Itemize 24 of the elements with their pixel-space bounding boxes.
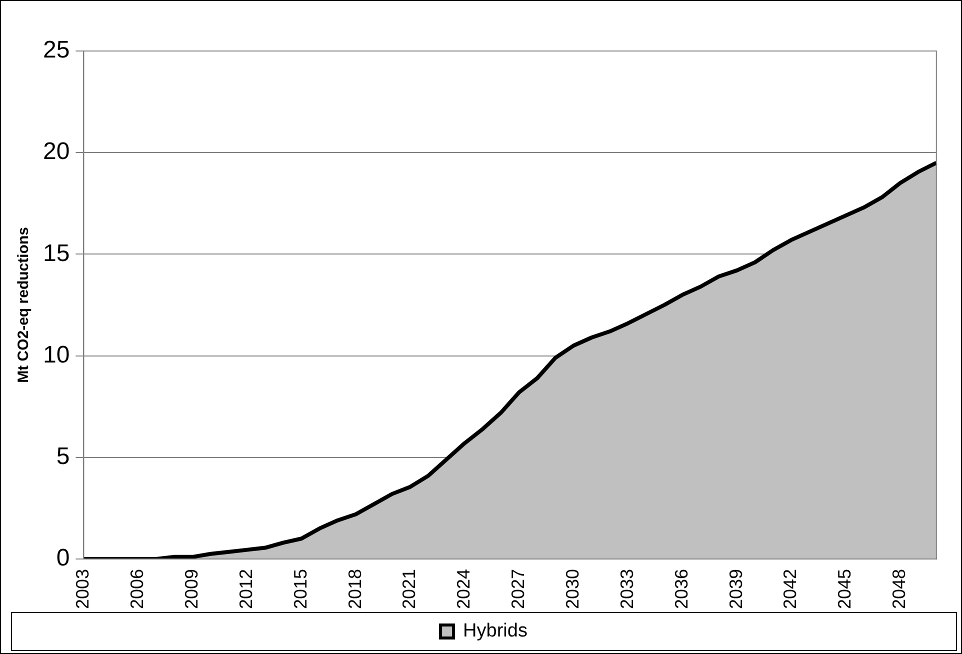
legend-label: Hybrids [463,620,528,642]
x-tick-label: 2018 [344,568,365,610]
y-tick-label: 10 [42,341,70,368]
x-tick-label: 2009 [182,568,202,610]
x-tick-label: 2033 [616,568,637,610]
x-tick-label: 2021 [399,568,420,610]
x-tick-label: 2012 [236,568,256,610]
y-tick-label: 15 [42,240,70,267]
x-tick-label: 2003 [72,568,93,610]
x-tick-label: 2042 [780,568,800,610]
x-tick-label: 2036 [671,568,692,610]
y-axis-title: Mt CO2-eq reductions [15,227,32,383]
y-tick-label: 20 [42,138,70,166]
x-tick-label: 2006 [127,568,148,610]
x-tick-label: 2027 [508,568,528,610]
x-tick-label: 2015 [290,568,310,610]
x-tick-label: 2024 [454,568,474,610]
x-tick-label: 2045 [834,568,855,610]
x-tick-label: 2030 [562,568,583,610]
y-tick-label: 25 [42,36,70,64]
y-tick-label: 5 [56,442,70,470]
x-tick-label: 2048 [889,568,910,610]
x-tick-label: 2039 [726,568,746,610]
y-tick-label: 0 [56,544,70,572]
